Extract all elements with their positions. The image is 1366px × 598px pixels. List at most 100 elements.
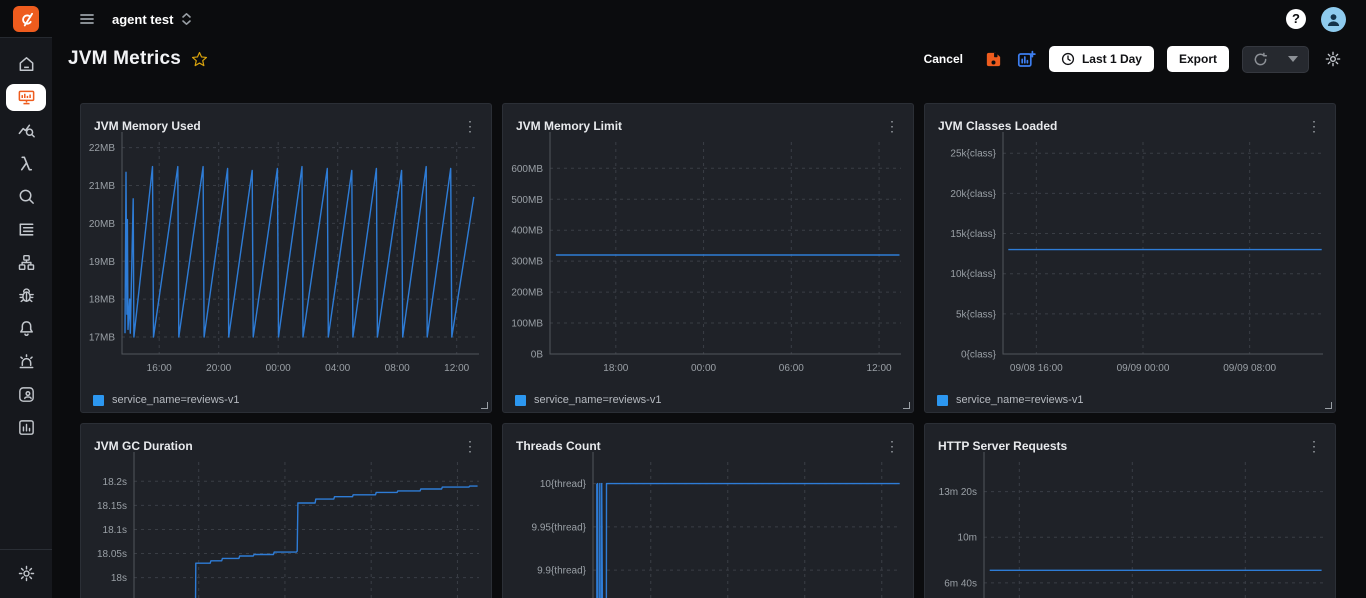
sidebar-item-dashboards[interactable] (6, 84, 46, 111)
panel-menu-button[interactable]: ⋮ (1303, 119, 1325, 133)
svg-text:12:00: 12:00 (867, 363, 892, 374)
legend-swatch (93, 394, 104, 406)
panel-menu-button[interactable]: ⋮ (881, 119, 903, 133)
dashboard-icon (18, 90, 34, 105)
sidebar-item-search[interactable] (6, 180, 46, 213)
workspace-selector[interactable]: agent test (112, 12, 192, 27)
add-panel-icon (1017, 50, 1036, 67)
dashboard-settings-button[interactable] (1324, 50, 1342, 68)
chart-legend-item[interactable]: service_name=reviews-v1 (937, 394, 1083, 406)
panel-jvm-memory-used: JVM Memory Used ⋮ 16:00 20:00 00:00 04:00 08… (80, 103, 492, 413)
clock-icon (1061, 52, 1075, 66)
sidebar-item-logs[interactable] (6, 213, 46, 246)
panel-title: JVM GC Duration (94, 439, 193, 453)
star-icon (192, 51, 208, 66)
chart-legend-item[interactable]: service_name=reviews-v1 (93, 394, 239, 406)
svg-text:10k{class}: 10k{class} (950, 269, 996, 280)
svg-text:0{class}: 0{class} (961, 350, 997, 361)
sidebar-item-functions[interactable] (6, 147, 46, 180)
home-icon (19, 57, 33, 71)
chart-legend-item[interactable]: service_name=reviews-v1 (515, 394, 661, 406)
panel-header: HTTP Server Requests ⋮ (925, 424, 1335, 456)
svg-text:18.1s: 18.1s (103, 525, 127, 536)
toolbar: Cancel Last 1 Day (923, 45, 1342, 73)
svg-text:20MB: 20MB (89, 219, 115, 230)
svg-text:09/09 08:00: 09/09 08:00 (1223, 363, 1276, 374)
panel-menu-button[interactable]: ⋮ (459, 119, 481, 133)
cancel-button[interactable]: Cancel (923, 52, 963, 66)
svg-text:17MB: 17MB (89, 332, 115, 343)
svg-text:500MB: 500MB (511, 195, 543, 206)
panel-title: JVM Memory Used (94, 119, 201, 133)
sidebar-item-sessions[interactable] (6, 378, 46, 411)
time-range-button[interactable]: Last 1 Day (1048, 46, 1154, 72)
svg-text:13m 20s: 13m 20s (939, 487, 977, 498)
sidebar-item-metrics-explorer[interactable] (6, 114, 46, 147)
svg-text:10{thread}: 10{thread} (540, 479, 587, 490)
export-button[interactable]: Export (1166, 46, 1229, 72)
sidebar-item-settings[interactable] (6, 562, 46, 584)
refresh-icon (1254, 52, 1268, 65)
bar-chart-card-icon (18, 420, 34, 435)
svg-text:18MB: 18MB (89, 295, 115, 306)
user-avatar[interactable] (1321, 6, 1346, 32)
chart-plot[interactable]: 18.2s 18.15s 18.1s 18.05s 18s (81, 424, 491, 598)
svg-text:18.2s: 18.2s (103, 477, 127, 488)
sidebar-item-reports[interactable] (6, 411, 46, 444)
panel-header: JVM Classes Loaded ⋮ (925, 104, 1335, 136)
search-icon (19, 189, 34, 204)
panel-jvm-memory-limit: JVM Memory Limit ⋮ 18:00 00:00 06:00 12:00 6… (502, 103, 914, 413)
svg-text:100MB: 100MB (511, 319, 543, 330)
topbar-right: ? (1286, 6, 1346, 32)
panel-menu-button[interactable]: ⋮ (459, 439, 481, 453)
sidebar-item-incidents[interactable] (6, 345, 46, 378)
panel-resize-handle[interactable] (1325, 402, 1332, 409)
sidebar-footer (0, 549, 52, 598)
chart-plot[interactable]: 13m 20s 10m 6m 40s (925, 424, 1335, 598)
panel-menu-button[interactable]: ⋮ (1303, 439, 1325, 453)
sidebar-item-home[interactable] (6, 48, 46, 81)
chart-plot[interactable]: 09/08 16:00 09/09 00:00 09/09 08:00 25k{cla… (925, 104, 1335, 412)
svg-text:18.15s: 18.15s (97, 501, 127, 512)
svg-text:6m 40s: 6m 40s (944, 578, 977, 589)
chevron-updown-icon (182, 13, 192, 25)
chart-plot[interactable]: 16:00 20:00 00:00 04:00 08:00 12:00 22MB 21MB 20… (81, 104, 491, 412)
svg-text:19MB: 19MB (89, 257, 115, 268)
svg-text:25k{class}: 25k{class} (950, 149, 996, 160)
panel-header: JVM Memory Limit ⋮ (503, 104, 913, 136)
svg-text:22MB: 22MB (89, 143, 115, 154)
svg-text:12:00: 12:00 (444, 363, 469, 374)
save-button[interactable] (984, 50, 1003, 69)
legend-swatch (515, 394, 526, 406)
logo-cell (0, 0, 52, 38)
refresh-interval-dropdown[interactable] (1278, 56, 1308, 62)
help-button[interactable]: ? (1286, 9, 1306, 29)
svg-text:18:00: 18:00 (603, 363, 628, 374)
panel-title: JVM Classes Loaded (938, 119, 1058, 133)
svg-text:08:00: 08:00 (385, 363, 410, 374)
refresh-button[interactable] (1243, 52, 1278, 67)
legend-label: service_name=reviews-v1 (112, 394, 240, 406)
sidebar-item-notifications[interactable] (6, 312, 46, 345)
add-panel-button[interactable] (1016, 49, 1036, 69)
sidebar-item-debug[interactable] (6, 279, 46, 312)
hamburger-menu-button[interactable] (78, 10, 96, 28)
svg-text:20k{class}: 20k{class} (950, 189, 996, 200)
favorite-button[interactable] (191, 51, 208, 68)
panel-resize-handle[interactable] (903, 402, 910, 409)
chart-plot[interactable]: 18:00 00:00 06:00 12:00 600MB 500MB 400MB 300MB… (503, 104, 913, 412)
panel-menu-button[interactable]: ⋮ (881, 439, 903, 453)
gear-icon (1325, 51, 1341, 67)
sidebar-nav (6, 38, 46, 549)
chart-plot[interactable]: 10{thread} 9.95{thread} 9.9{thread} (503, 424, 913, 598)
brand-logo (13, 5, 39, 32)
lambda-icon (20, 156, 32, 171)
bug-icon (18, 288, 34, 303)
panel-resize-handle[interactable] (481, 402, 488, 409)
svg-text:9.95{thread}: 9.95{thread} (532, 522, 587, 533)
topbar: agent test ? (52, 0, 1366, 38)
sidebar-item-service-map[interactable] (6, 246, 46, 279)
svg-text:18.05s: 18.05s (97, 549, 127, 560)
legend-label: service_name=reviews-v1 (534, 394, 662, 406)
